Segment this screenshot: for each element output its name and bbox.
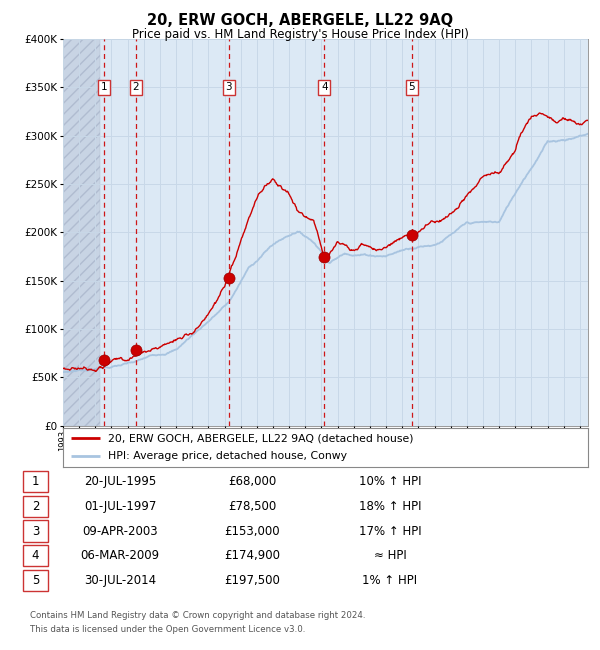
Text: £68,000: £68,000 bbox=[228, 475, 276, 488]
Text: 01-JUL-1997: 01-JUL-1997 bbox=[84, 500, 156, 513]
Text: £78,500: £78,500 bbox=[228, 500, 276, 513]
Text: 09-APR-2003: 09-APR-2003 bbox=[82, 525, 158, 538]
Text: This data is licensed under the Open Government Licence v3.0.: This data is licensed under the Open Gov… bbox=[30, 625, 305, 634]
Text: Price paid vs. HM Land Registry's House Price Index (HPI): Price paid vs. HM Land Registry's House … bbox=[131, 28, 469, 41]
Text: 2: 2 bbox=[133, 83, 139, 92]
Text: 5: 5 bbox=[32, 574, 39, 587]
Text: 2: 2 bbox=[32, 500, 39, 513]
Text: 18% ↑ HPI: 18% ↑ HPI bbox=[359, 500, 421, 513]
Text: 20, ERW GOCH, ABERGELE, LL22 9AQ (detached house): 20, ERW GOCH, ABERGELE, LL22 9AQ (detach… bbox=[107, 434, 413, 443]
Text: 20, ERW GOCH, ABERGELE, LL22 9AQ: 20, ERW GOCH, ABERGELE, LL22 9AQ bbox=[147, 13, 453, 28]
Text: 4: 4 bbox=[32, 549, 39, 562]
Text: 1: 1 bbox=[32, 475, 39, 488]
Text: ≈ HPI: ≈ HPI bbox=[374, 549, 406, 562]
Text: £174,900: £174,900 bbox=[224, 549, 280, 562]
Text: HPI: Average price, detached house, Conwy: HPI: Average price, detached house, Conw… bbox=[107, 451, 347, 461]
Text: Contains HM Land Registry data © Crown copyright and database right 2024.: Contains HM Land Registry data © Crown c… bbox=[30, 611, 365, 620]
Text: 06-MAR-2009: 06-MAR-2009 bbox=[80, 549, 160, 562]
Text: 1: 1 bbox=[101, 83, 107, 92]
Text: £153,000: £153,000 bbox=[224, 525, 280, 538]
Text: 3: 3 bbox=[226, 83, 232, 92]
Text: 20-JUL-1995: 20-JUL-1995 bbox=[84, 475, 156, 488]
Text: 17% ↑ HPI: 17% ↑ HPI bbox=[359, 525, 421, 538]
Text: £197,500: £197,500 bbox=[224, 574, 280, 587]
Text: 30-JUL-2014: 30-JUL-2014 bbox=[84, 574, 156, 587]
Text: 3: 3 bbox=[32, 525, 39, 538]
Text: 10% ↑ HPI: 10% ↑ HPI bbox=[359, 475, 421, 488]
Text: 4: 4 bbox=[321, 83, 328, 92]
Text: 1% ↑ HPI: 1% ↑ HPI bbox=[362, 574, 418, 587]
Text: 5: 5 bbox=[408, 83, 415, 92]
